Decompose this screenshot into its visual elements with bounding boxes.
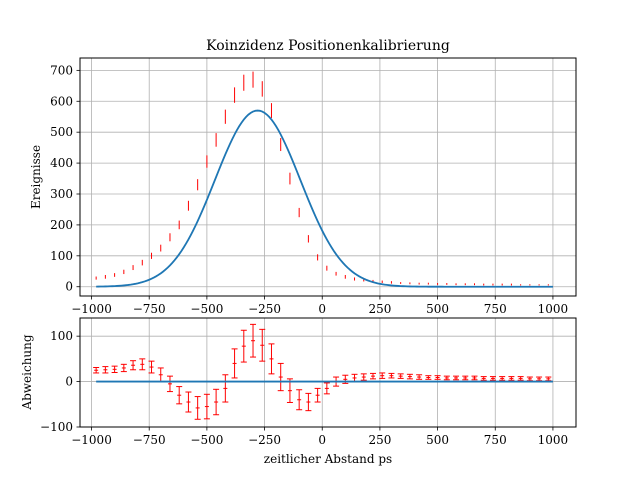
residual-data-point [360,373,367,381]
residual-y-tick-label: 0 [65,375,73,389]
residual-data-point [148,360,155,374]
residual-data-point [194,396,201,420]
residual-data-point [222,374,229,403]
main-y-tick-label: 200 [50,218,73,232]
residual-x-tick-label: 750 [484,433,507,447]
residual-data-point [517,376,524,381]
residual-data-point [416,374,423,380]
main-x-tick-label: 500 [426,302,449,316]
residual-data-point [240,329,247,363]
residual-data-point [102,366,109,374]
main-x-tick-label: −750 [133,302,166,316]
main-x-tick-label: 750 [484,302,507,316]
residual-plot: −1000 −750 −500 −250 0 250 500 750 1000−1000100 … [20,317,577,466]
residual-data-point [268,343,275,375]
main-y-tick-label: 300 [50,187,73,201]
main-x-tick-label: −1000 [71,302,112,316]
main-x-tick-label: 250 [368,302,391,316]
residual-data-point [536,376,543,382]
residual-data-point [93,367,100,374]
main-x-tick-label: 0 [318,302,326,316]
residual-data-point [130,360,137,371]
residual-data-point [323,382,330,395]
residual-data-point [250,323,257,358]
main-x-tick-label: 1000 [538,302,569,316]
residual-data-point [489,376,496,381]
main-series [95,71,553,288]
residual-y-tick-label: 100 [50,329,73,343]
residual-data-point [526,376,533,382]
residual-x-tick-label: −750 [133,433,166,447]
main-x-tick-label: −500 [190,302,223,316]
residual-data-point [508,376,515,381]
residual-data-point [166,375,173,393]
main-y-tick-label: 400 [50,156,73,170]
residual-x-tick-label: −500 [190,433,223,447]
residual-data-point [213,388,220,416]
residual-x-tick-label: 250 [368,433,391,447]
residual-data-point [379,372,386,379]
main-x-tick-label: −250 [248,302,281,316]
chart-title: Koinzidenz Positionenkalibrierung [206,38,450,54]
residual-data-point [176,386,183,405]
residual-data-point [388,372,395,379]
residual-y-tick-label: −100 [40,420,73,434]
main-y-tick-label: 100 [50,249,73,263]
main-plot-frame [79,57,577,297]
residual-data-point [185,391,192,413]
residual-x-tick-label: 0 [318,433,326,447]
residual-data-point [453,375,460,381]
residual-data-point [471,375,478,381]
main-y-tick-label: 0 [65,280,73,294]
main-y-tick-label: 500 [50,125,73,139]
residual-data-point [286,378,293,403]
main-y-tick-label: 600 [50,94,73,108]
residual-data-point [259,328,266,362]
x-axis-label: zeitlicher Abstand ps [264,452,392,466]
residual-x-tick-label: 1000 [538,433,569,447]
residual-data-point [231,348,238,379]
main-y-tick-label: 700 [50,63,73,77]
main-fit-line [96,109,553,288]
residual-data-point [425,375,432,380]
residual-data-point [499,376,506,381]
residual-data-point [296,389,303,411]
residual-series [93,323,553,420]
residual-x-tick-label: −1000 [71,433,112,447]
residual-data-point [314,387,321,403]
residual-data-point [397,373,404,379]
residual-data-point [480,376,487,381]
residual-data-point [443,375,450,381]
main-plot: −1000 −750 −500 −250 0 250 500 750 1000 0 100 200 30… [29,57,577,316]
residual-y-axis-label: Abweichung [20,334,34,410]
residual-data-point [305,392,312,412]
residual-data-point [406,373,413,380]
residual-x-tick-label: −250 [248,433,281,447]
residual-data-point [462,375,469,381]
residual-data-point [277,362,284,392]
residual-data-point [120,363,127,373]
residual-data-point [342,374,349,384]
residual-data-point [434,375,441,380]
residual-data-point [369,372,376,380]
main-y-axis-label: Ereignisse [29,145,43,209]
residual-plot-frame [79,317,577,428]
residual-data-point [545,376,552,382]
residual-data-point [139,358,146,371]
residual-data-point [203,393,210,420]
main-ticks: −1000 −750 −500 −250 0 250 500 750 1000 0 100 200 30… [50,63,568,316]
residual-data-point [111,365,118,373]
residual-x-tick-label: 500 [426,433,449,447]
